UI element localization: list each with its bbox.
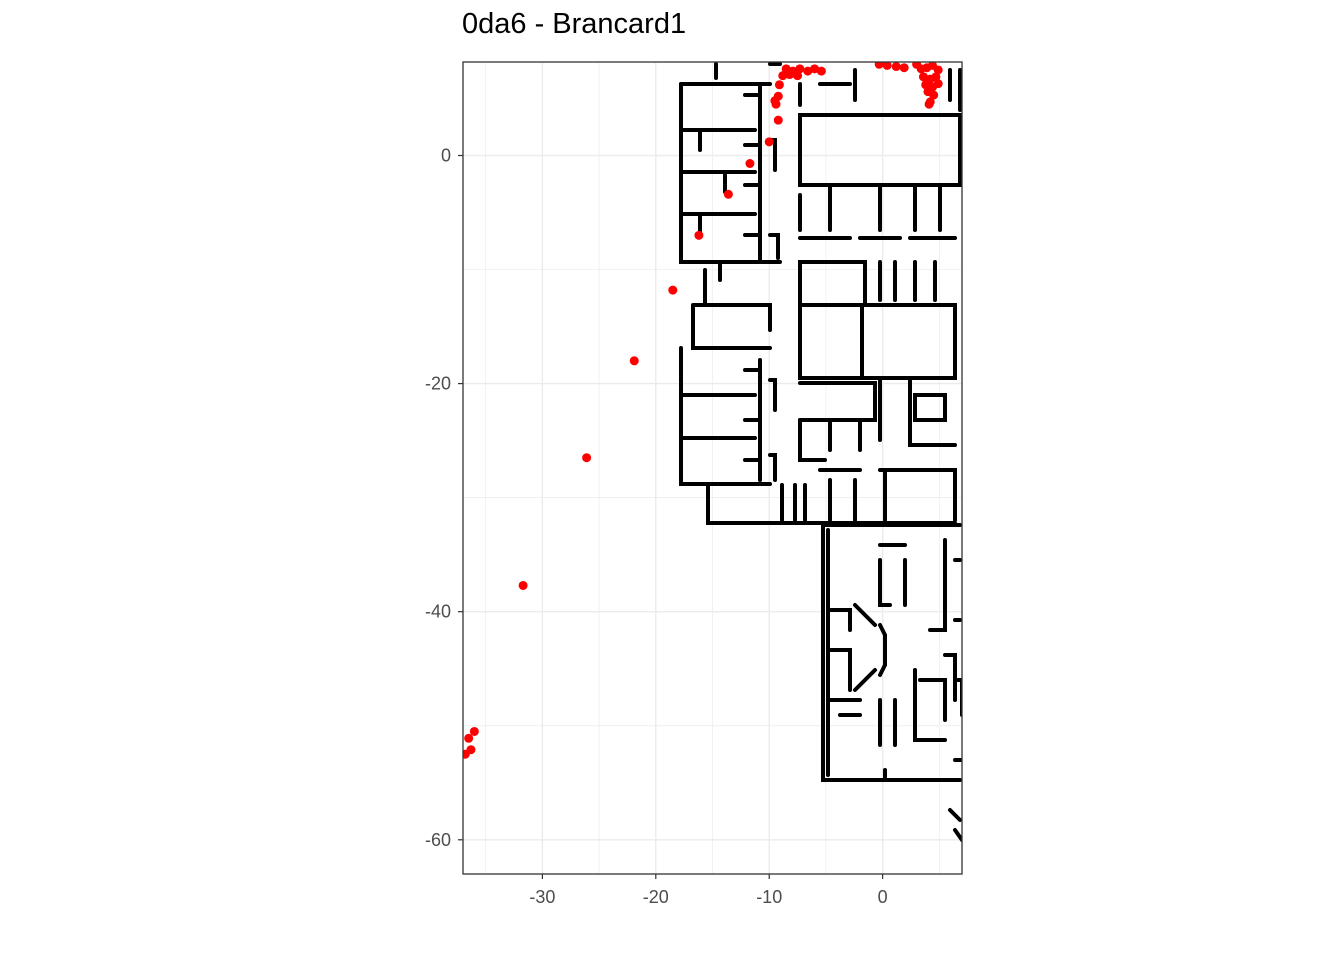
data-point xyxy=(629,356,639,366)
data-point xyxy=(694,230,704,240)
y-tick-label: -60 xyxy=(425,830,451,850)
data-point xyxy=(463,749,470,759)
y-tick-label: -20 xyxy=(425,374,451,394)
data-point xyxy=(803,66,813,76)
data-point xyxy=(745,159,755,168)
data-point xyxy=(764,137,774,147)
panel-border xyxy=(462,61,963,875)
data-point xyxy=(810,64,820,74)
data-point xyxy=(929,90,939,100)
data-point xyxy=(464,733,474,743)
data-point xyxy=(668,285,678,295)
x-axis: -30 -20 -10 0 xyxy=(529,874,888,907)
x-tick-label: -10 xyxy=(756,887,782,907)
data-point xyxy=(931,72,941,82)
data-point xyxy=(770,96,780,106)
x-tick-label: -20 xyxy=(643,887,669,907)
y-tick-label: 0 xyxy=(441,146,451,166)
data-point xyxy=(778,71,788,81)
data-point xyxy=(921,80,931,90)
y-tick-label: -40 xyxy=(425,602,451,622)
data-point xyxy=(723,189,733,199)
data-point xyxy=(774,80,784,90)
data-point xyxy=(773,115,783,125)
data-point xyxy=(793,71,803,81)
x-tick-label: -30 xyxy=(529,887,555,907)
data-point xyxy=(874,62,884,69)
chart-title: 0da6 - Brancard1 xyxy=(462,8,687,40)
data-point xyxy=(795,64,805,74)
data-point xyxy=(924,99,934,109)
data-point xyxy=(785,70,795,80)
floor-plan-walls xyxy=(679,62,962,842)
y-axis: 0 -20 -40 -60 xyxy=(425,146,463,850)
data-point xyxy=(918,72,928,82)
data-point xyxy=(933,79,943,89)
data-point xyxy=(882,62,892,70)
data-point xyxy=(899,63,909,73)
data-point xyxy=(518,580,528,590)
data-point xyxy=(816,66,826,76)
data-point xyxy=(933,65,943,75)
x-tick-label: 0 xyxy=(878,887,888,907)
data-point xyxy=(891,62,901,72)
data-point xyxy=(582,453,592,463)
data-point xyxy=(469,726,479,736)
